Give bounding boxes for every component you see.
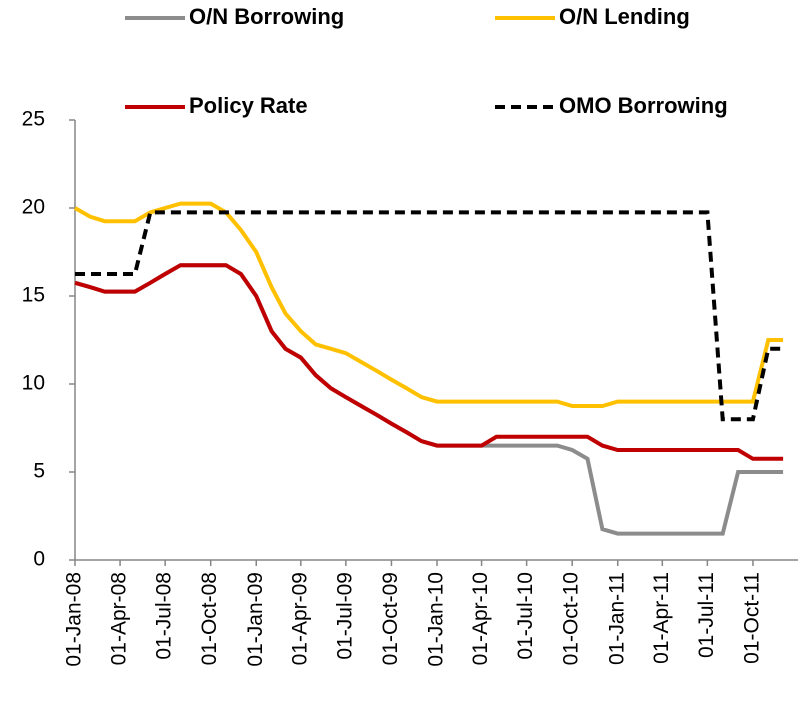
legend-label: Policy Rate bbox=[189, 93, 308, 118]
x-tick-label: 01-Jul-10 bbox=[514, 572, 537, 660]
x-tick-label: 01-Apr-09 bbox=[288, 572, 311, 665]
x-tick-label: 01-Jan-09 bbox=[244, 572, 267, 667]
series-line bbox=[74, 201, 784, 408]
x-tick-label: 01-Oct-11 bbox=[740, 572, 763, 664]
series-line bbox=[75, 210, 784, 422]
x-tick-label: 01-Oct-10 bbox=[560, 572, 583, 665]
y-tick-label: 5 bbox=[33, 460, 45, 483]
y-tick-label: 20 bbox=[22, 196, 45, 219]
legend-label: O/N Lending bbox=[559, 4, 690, 29]
x-tick-label: 01-Jan-11 bbox=[605, 572, 628, 665]
x-tick-label: 01-Jan-10 bbox=[425, 572, 448, 667]
x-tick-label: 01-Apr-11 bbox=[650, 572, 673, 664]
x-tick-label: 01-Jul-09 bbox=[333, 572, 356, 660]
x-tick-label: 01-Jul-08 bbox=[153, 572, 176, 660]
x-tick-label: 01-Oct-08 bbox=[198, 572, 221, 665]
legend-label: O/N Borrowing bbox=[189, 4, 344, 29]
x-tick-label: 01-Jul-11 bbox=[695, 572, 718, 658]
legend-label: OMO Borrowing bbox=[559, 93, 728, 118]
x-tick-label: 01-Jan-08 bbox=[63, 572, 86, 667]
x-tick-label: 01-Apr-10 bbox=[469, 572, 492, 665]
x-tick-label: 01-Apr-08 bbox=[108, 572, 131, 665]
series-line bbox=[74, 263, 784, 461]
y-tick-label: 10 bbox=[22, 372, 45, 395]
y-tick-label: 0 bbox=[33, 548, 45, 571]
x-tick-label: 01-Oct-09 bbox=[379, 572, 402, 665]
y-tick-label: 15 bbox=[22, 284, 45, 307]
y-tick-label: 25 bbox=[22, 108, 45, 131]
